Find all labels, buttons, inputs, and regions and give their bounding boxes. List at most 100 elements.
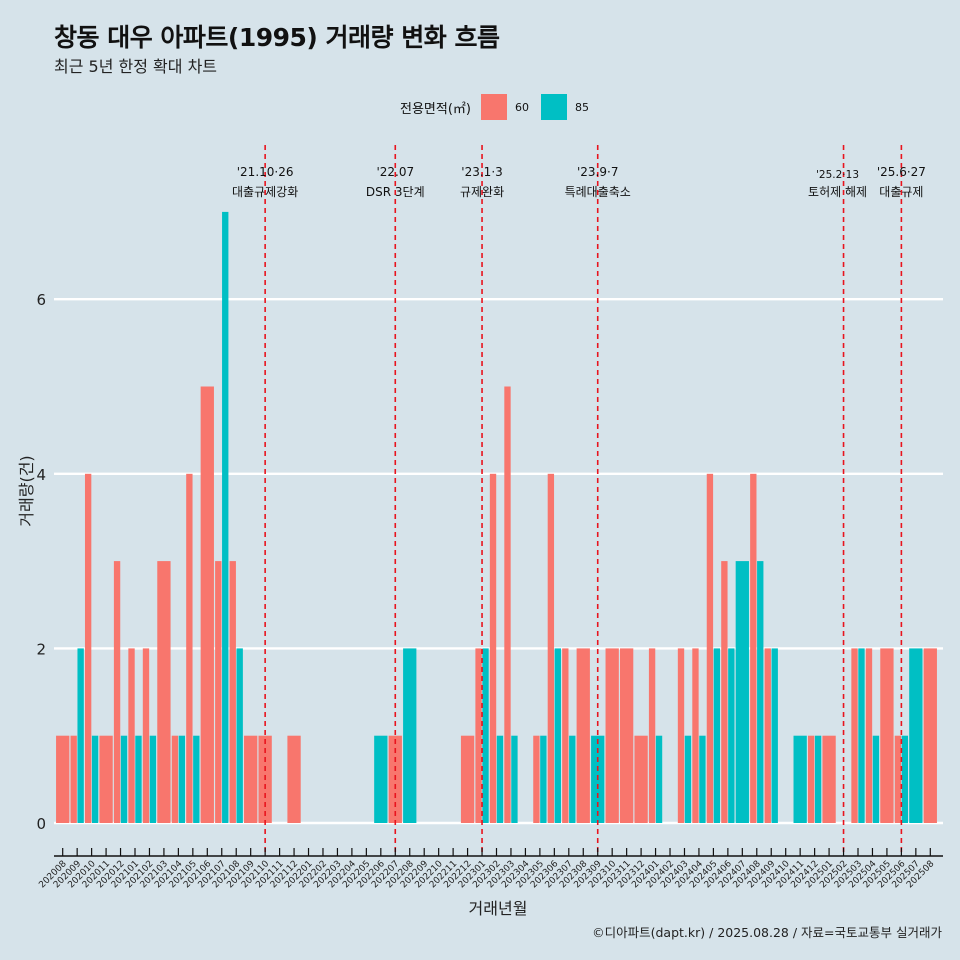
bar-60-202310 (605, 648, 619, 823)
bar-85-202405 (713, 648, 721, 823)
bar-85-202303 (511, 735, 518, 823)
annotation-date: '23.9·7 (577, 165, 618, 179)
bar-60-202506 (894, 735, 902, 823)
bar-60-202306 (547, 473, 555, 823)
annotation-date: '23.1·3 (461, 165, 502, 179)
bar-60-202308 (576, 648, 590, 823)
bar-60-202305 (533, 735, 540, 823)
bar-85-202206 (374, 735, 388, 823)
x-axis: 2020082020092020102020112020122021012021… (37, 848, 943, 890)
bar-85-202009 (77, 648, 84, 823)
bar-60-202108 (229, 561, 236, 823)
bar-85-202208 (403, 648, 417, 823)
bar-85-202404 (699, 735, 706, 823)
legend: 전용면적(㎡) 60 85 (400, 93, 601, 121)
bar-85-202406 (728, 648, 735, 823)
annotation-lines (264, 145, 903, 856)
bar-85-202408 (757, 561, 764, 823)
bar-60-202508 (923, 648, 937, 823)
bar-85-202105 (193, 735, 200, 823)
bar-60-202103 (157, 561, 171, 823)
bar-85-202012 (120, 735, 128, 823)
bar-85-202407 (735, 561, 749, 823)
bar-60-202012 (113, 561, 121, 823)
bar-85-202507 (909, 648, 923, 823)
y-axis-title: 거래량(건) (17, 455, 36, 526)
bar-60-202312 (634, 735, 648, 823)
annotation-label: DSR 3단계 (366, 185, 425, 199)
annotation-label: 토허제 해제 (808, 185, 867, 199)
bar-85-202102 (149, 735, 157, 823)
x-axis-title: 거래년월 (469, 899, 528, 918)
annotation-date: '22.07 (376, 165, 414, 179)
bar-60-202010 (84, 473, 92, 823)
legend-swatch-85 (540, 94, 567, 120)
bar-60-202212 (460, 735, 475, 823)
y-tick-label: 0 (36, 815, 46, 833)
bar-85-202305 (540, 735, 547, 823)
bar-85-202101 (135, 735, 142, 823)
bar-60-202401 (648, 648, 656, 823)
annotation-label: 대출규제 (879, 185, 923, 199)
bar-85-202403 (684, 735, 692, 823)
legend-swatch-60 (480, 94, 507, 120)
bar-60-202504 (865, 648, 873, 823)
bar-60-202011 (99, 735, 113, 823)
legend-label-60: 60 (514, 100, 529, 114)
bar-60-202408 (750, 473, 757, 823)
y-axis: 0 2 4 6 (36, 291, 46, 833)
bar-60-202112 (287, 735, 301, 823)
chart-title: 창동 대우 아파트(1995) 거래량 변화 흐름 (54, 23, 500, 52)
bar-85-202010 (91, 735, 99, 823)
annotation-date: '25.2·13 (816, 169, 859, 181)
bar-60-202301 (475, 648, 482, 823)
bar-60-202107 (215, 561, 222, 823)
annotation-label: 대출규제강화 (232, 185, 298, 199)
bar-60-202404 (692, 648, 699, 823)
legend-label-85: 85 (574, 100, 589, 114)
bar-85-202506 (901, 735, 909, 823)
legend-title: 전용면적(㎡) (400, 101, 471, 117)
y-tick-label: 6 (36, 291, 46, 309)
bar-85-202107 (222, 211, 229, 823)
bar-60-202105 (186, 473, 193, 823)
bar-85-202401 (655, 735, 663, 823)
annotation-date: '25.6·27 (877, 165, 926, 179)
bar-60-202505 (880, 648, 894, 823)
chart-subtitle: 최근 5년 한정 확대 차트 (54, 57, 218, 76)
bar-60-202009 (70, 735, 77, 823)
bar-85-202307 (569, 735, 576, 823)
bar-60-202303 (504, 386, 511, 823)
bar-85-202302 (496, 735, 504, 823)
bar-60-202008 (56, 735, 70, 823)
bar-85-202503 (858, 648, 865, 823)
bar-85-202504 (872, 735, 880, 823)
bar-60-202403 (677, 648, 685, 823)
bar-60-202501 (822, 735, 836, 823)
annotation-label: 규제완화 (460, 185, 504, 199)
bar-85-202411 (793, 735, 807, 823)
bar-60-202101 (128, 648, 135, 823)
bar-60-202311 (619, 648, 634, 823)
bar-60-202302 (489, 473, 497, 823)
annotations: '21.10·26 대출규제강화 '22.07 DSR 3단계 '23.1·3 규제완화 '… (232, 165, 926, 199)
y-tick-label: 2 (36, 640, 46, 658)
bar-60-202406 (721, 561, 728, 823)
annotation-date: '21.10·26 (237, 165, 294, 179)
y-tick-label: 4 (36, 466, 46, 484)
bar-85-202108 (236, 648, 243, 823)
bar-60-202106 (200, 386, 214, 823)
bar-60-202104 (171, 735, 179, 823)
bar-85-202306 (554, 648, 561, 823)
caption: ©디아파트(dapt.kr) / 2025.08.28 / 자료=국토교통부 실… (592, 925, 942, 940)
bar-60-202503 (851, 648, 858, 823)
bar-85-202301 (482, 648, 489, 823)
annotation-label: 특례대출축소 (565, 185, 631, 199)
bar-85-202104 (178, 735, 186, 823)
bar-60-202409 (764, 648, 771, 823)
bars (56, 211, 937, 823)
bar-60-202102 (142, 648, 150, 823)
bar-60-202109 (244, 735, 258, 823)
bar-85-202409 (771, 648, 778, 823)
